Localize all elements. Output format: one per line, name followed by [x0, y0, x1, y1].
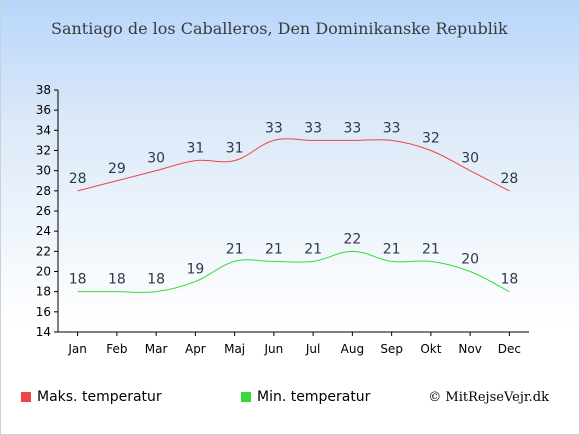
x-tick-label: Sep [380, 342, 403, 356]
data-label: 31 [226, 141, 244, 157]
credit-text: © MitRejseVejr.dk [428, 390, 549, 405]
data-label: 30 [461, 151, 479, 167]
y-tick-label: 34 [36, 123, 51, 137]
y-tick-label: 14 [36, 325, 51, 339]
x-tick-label: Maj [224, 342, 245, 356]
data-label: 21 [383, 241, 401, 257]
y-tick-label: 20 [36, 265, 51, 279]
data-label: 20 [461, 252, 479, 268]
y-tick-label: 26 [36, 204, 51, 218]
x-tick-label: Aug [341, 342, 364, 356]
data-label: 22 [343, 231, 361, 247]
legend-item-max: Maks. temperatur [21, 389, 162, 405]
data-labels: 28 29 30 31 31 33 33 33 33 32 30 28 18 18 18 19 21 21 21 22… [69, 120, 519, 287]
y-tick-label: 16 [36, 305, 51, 319]
y-tick-label: 24 [36, 224, 51, 238]
data-label: 21 [226, 241, 244, 257]
data-label: 28 [500, 171, 518, 187]
y-tick-label: 38 [36, 83, 51, 97]
legend-swatch-min [241, 392, 251, 402]
x-tick-label: Okt [420, 342, 441, 356]
y-tick-label: 30 [36, 164, 51, 178]
axes: 14 16 18 20 22 24 26 28 30 32 34 36 38 Jan Feb Mar Apr Ma… [36, 83, 529, 356]
legend-swatch-max [21, 392, 31, 402]
data-label: 32 [422, 131, 440, 147]
data-label: 18 [69, 272, 87, 288]
data-label: 30 [147, 151, 165, 167]
data-label: 33 [383, 120, 401, 136]
y-tick-label: 22 [36, 244, 51, 258]
data-label: 21 [422, 241, 440, 257]
series-lines [77, 138, 510, 293]
series-line-1 [77, 250, 510, 293]
data-label: 18 [147, 272, 165, 288]
data-label: 18 [108, 272, 126, 288]
y-tick-label: 32 [36, 144, 51, 158]
data-label: 33 [265, 120, 283, 136]
legend-label-min: Min. temperatur [257, 389, 371, 405]
data-label: 21 [265, 241, 283, 257]
legend-item-min: Min. temperatur [241, 389, 370, 405]
data-label: 31 [186, 141, 204, 157]
y-tick-label: 28 [36, 184, 51, 198]
series-line-0 [77, 138, 510, 192]
x-tick-label: Jan [67, 342, 87, 356]
x-tick-label: Dec [498, 342, 521, 356]
y-tick-label: 18 [36, 285, 51, 299]
legend-label-max: Maks. temperatur [37, 389, 162, 405]
x-tick-label: Feb [106, 342, 127, 356]
x-tick-label: Mar [145, 342, 168, 356]
x-tick-label: Jul [305, 342, 320, 356]
chart-title: Santiago de los Caballeros, Den Dominika… [51, 19, 508, 38]
x-tick-label: Jun [264, 342, 284, 356]
data-label: 18 [500, 272, 518, 288]
x-tick-label: Apr [185, 342, 206, 356]
legend: Maks. temperatur Min. temperatur [21, 389, 541, 409]
x-tick-label: Nov [458, 342, 481, 356]
data-label: 19 [186, 262, 204, 278]
y-tick-label: 36 [36, 103, 51, 117]
data-label: 28 [69, 171, 87, 187]
data-label: 29 [108, 161, 126, 177]
data-label: 33 [343, 120, 361, 136]
data-label: 33 [304, 120, 322, 136]
data-label: 21 [304, 241, 322, 257]
